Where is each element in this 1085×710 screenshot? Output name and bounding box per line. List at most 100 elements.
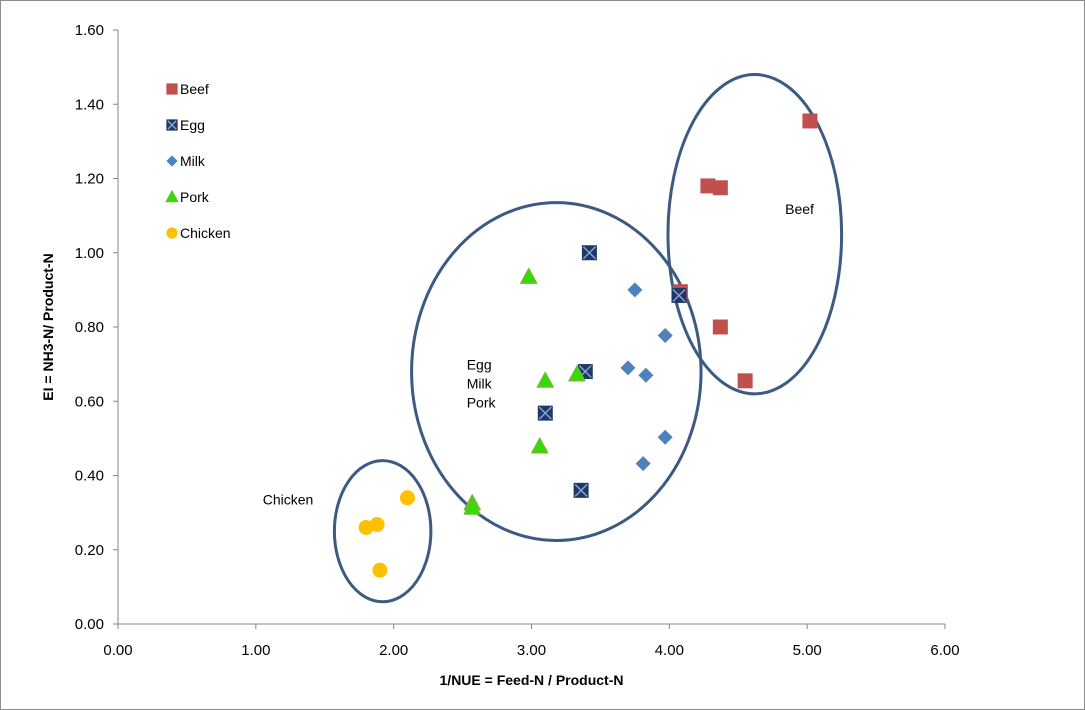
marker-shape — [531, 437, 549, 454]
marker-shape — [638, 367, 654, 383]
marker-shape — [463, 498, 481, 515]
marker-shape — [399, 490, 415, 506]
legend-marker-milk — [166, 155, 178, 167]
marker-cross-line — [574, 483, 588, 497]
y-tick-label: 0.60 — [75, 393, 104, 410]
marker-cross-line — [538, 406, 552, 420]
marker-shape — [627, 282, 643, 298]
y-tick-label: 0.40 — [75, 468, 104, 485]
marker-shape — [700, 178, 716, 194]
annotation-line: Chicken — [263, 491, 314, 507]
legend-marker-egg — [166, 119, 178, 131]
annotation-egg-milk-pork: Egg Milk Pork — [467, 357, 497, 411]
marker-shape — [712, 180, 728, 196]
data-point-pork — [536, 371, 554, 388]
annotation-line: Pork — [467, 395, 497, 411]
cluster-ellipse-chicken — [332, 459, 433, 604]
x-tick-label: 4.00 — [655, 642, 684, 659]
series-egg — [537, 245, 687, 498]
y-tick-label: 0.00 — [75, 616, 104, 633]
data-points — [358, 113, 818, 578]
marker-shape — [568, 365, 586, 382]
legend-label-beef: Beef — [180, 81, 209, 97]
series-milk — [620, 282, 673, 472]
marker-shape — [737, 373, 753, 389]
legend-marker-chicken — [166, 227, 178, 239]
legend-label-egg: Egg — [180, 117, 205, 133]
x-tick-group: 0.00 1.00 2.00 3.00 4.00 5.00 6.00 — [103, 624, 960, 659]
axes — [117, 30, 945, 625]
series-pork — [463, 267, 586, 515]
annotation-line: Milk — [467, 376, 493, 392]
legend-label-chicken: Chicken — [180, 225, 231, 241]
x-tick-label: 1.00 — [241, 642, 270, 659]
legend-label-pork: Pork — [180, 189, 210, 205]
data-point-pork — [531, 437, 549, 454]
data-point-chicken — [399, 490, 415, 506]
legend-item-milk: Milk — [166, 153, 206, 169]
legend-marker-pork — [165, 190, 179, 203]
legend-item-egg: Egg — [166, 117, 205, 133]
marker-shape — [802, 113, 818, 129]
marker-shape — [620, 360, 636, 376]
data-point-milk — [635, 456, 651, 472]
cluster-ellipse-egg-milk-pork — [410, 201, 703, 542]
marker-shape — [657, 429, 673, 445]
x-tick-label: 0.00 — [103, 642, 132, 659]
annotation-line: Egg — [467, 357, 492, 373]
y-tick-label: 0.80 — [75, 319, 104, 336]
marker-shape — [166, 227, 178, 239]
data-point-chicken — [372, 562, 388, 578]
marker-shape — [166, 83, 178, 95]
data-point-beef — [700, 178, 716, 194]
data-point-pork — [520, 267, 538, 284]
data-point-egg — [671, 287, 687, 303]
data-point-milk — [638, 367, 654, 383]
y-tick-group: 0.00 0.20 0.40 0.60 0.80 1.00 1.20 1.40 1.60 — [75, 22, 118, 633]
x-axis-title: 1/NUE = Feed-N / Product-N — [440, 672, 624, 688]
legend-label-milk: Milk — [180, 153, 206, 169]
data-point-pork — [568, 365, 586, 382]
data-point-milk — [657, 429, 673, 445]
data-point-beef — [802, 113, 818, 129]
marker-shape — [536, 371, 554, 388]
y-tick-label: 1.00 — [75, 245, 104, 262]
y-tick-label: 0.20 — [75, 542, 104, 559]
marker-shape — [712, 319, 728, 335]
data-point-beef — [737, 373, 753, 389]
data-point-pork — [463, 498, 481, 515]
data-point-beef — [712, 319, 728, 335]
series-chicken — [358, 490, 415, 578]
data-point-milk — [657, 328, 673, 344]
y-axis-title: EI = NH3-N/ Product-N — [40, 253, 56, 400]
annotation-line: Beef — [785, 201, 814, 217]
legend-item-beef: Beef — [166, 81, 209, 97]
marker-shape — [657, 328, 673, 344]
annotation-chicken: Chicken — [263, 491, 314, 507]
x-tick-label: 3.00 — [517, 642, 546, 659]
cluster-ellipse-beef — [666, 73, 844, 396]
x-tick-label: 6.00 — [930, 642, 959, 659]
marker-shape — [165, 190, 179, 203]
cluster-annotations: Beef Egg Milk Pork Chicken — [263, 201, 814, 508]
legend-item-pork: Pork — [165, 189, 210, 205]
x-tick-label: 2.00 — [379, 642, 408, 659]
y-tick-label: 1.20 — [75, 171, 104, 188]
x-tick-label: 5.00 — [793, 642, 822, 659]
marker-shape — [520, 267, 538, 284]
data-point-egg — [573, 482, 589, 498]
legend-item-chicken: Chicken — [166, 225, 231, 241]
marker-shape — [166, 155, 178, 167]
cluster-ellipses — [332, 73, 844, 604]
data-point-beef — [712, 180, 728, 196]
legend-marker-beef — [166, 83, 178, 95]
marker-shape — [372, 562, 388, 578]
y-tick-label: 1.60 — [75, 22, 104, 39]
annotation-beef: Beef — [785, 201, 814, 217]
data-point-chicken — [358, 519, 374, 535]
marker-cross-line — [672, 288, 686, 302]
y-tick-label: 1.40 — [75, 96, 104, 113]
data-point-egg — [537, 405, 553, 421]
